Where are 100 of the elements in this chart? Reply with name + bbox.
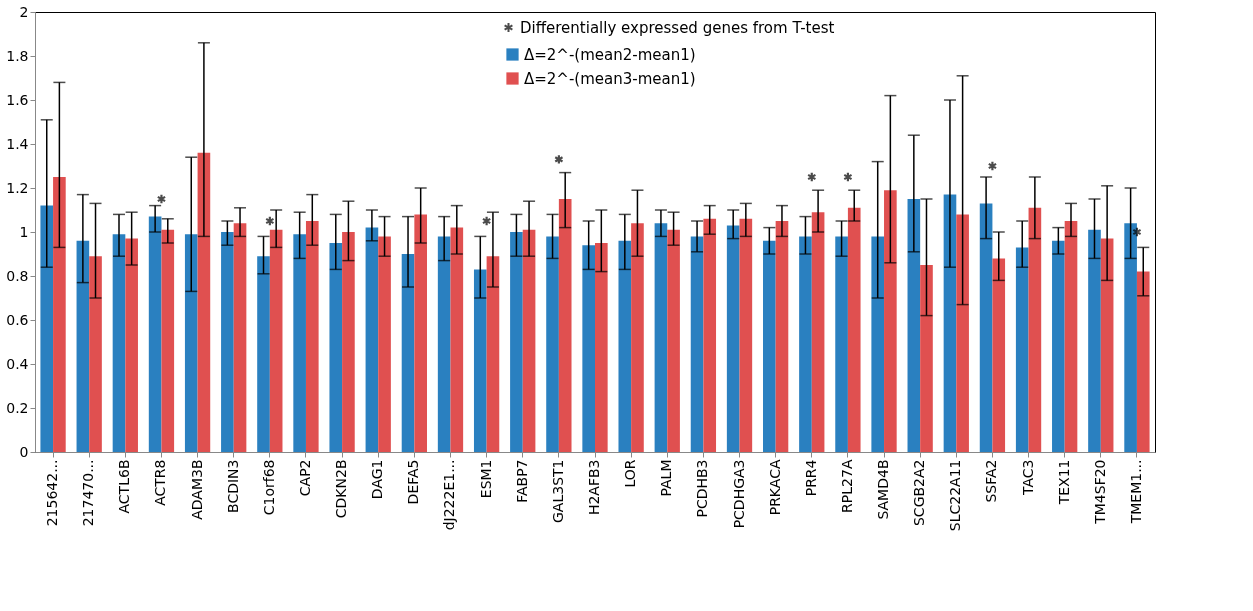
bar	[437, 236, 451, 452]
y-tick-label: 0.6	[6, 311, 29, 328]
x-tick-label: ESM1	[477, 459, 494, 499]
y-tick-label: 1.4	[6, 135, 29, 152]
bar	[342, 232, 355, 452]
bar	[979, 203, 993, 452]
x-tick-label: ACTL6B	[116, 459, 133, 514]
bar	[257, 256, 270, 452]
bar	[847, 207, 861, 452]
bar	[53, 177, 66, 452]
x-tick-label: ACTR8	[152, 459, 169, 506]
bar	[197, 152, 211, 452]
bar	[956, 214, 969, 452]
bar	[233, 223, 247, 452]
bar	[89, 256, 102, 452]
x-tick-label: 215642...	[44, 459, 61, 527]
x-tick-label: DAG1	[369, 459, 386, 500]
bar	[486, 256, 500, 452]
bar	[799, 236, 812, 452]
bar	[667, 229, 680, 452]
bar	[161, 229, 175, 452]
x-tick-label: CDKN2B	[333, 459, 350, 519]
bar	[293, 234, 306, 452]
bar	[1052, 240, 1065, 452]
bar	[40, 205, 54, 452]
bar	[365, 227, 379, 452]
bar	[1100, 238, 1114, 452]
bar	[1124, 223, 1137, 452]
bar	[269, 229, 283, 452]
bar	[907, 199, 921, 452]
bar	[726, 225, 740, 452]
bar	[148, 216, 162, 452]
bar	[546, 236, 559, 452]
x-tick-label: DEFA5	[405, 459, 422, 505]
bar	[618, 240, 632, 452]
bar	[305, 221, 319, 452]
bar	[884, 190, 897, 452]
bar	[775, 221, 789, 452]
bar	[943, 194, 957, 452]
bar	[329, 243, 343, 452]
bar	[1028, 207, 1042, 452]
bar	[835, 236, 848, 452]
bar	[473, 269, 487, 452]
x-tick-label: BCDIN3	[224, 459, 241, 513]
bar	[1136, 271, 1150, 452]
x-tick-label: SAMD4B	[875, 459, 892, 520]
bar	[631, 223, 644, 452]
bar	[763, 240, 776, 452]
x-tick-label: ADAM3B	[188, 459, 205, 520]
bar	[654, 223, 668, 452]
bar	[378, 236, 391, 452]
x-tick-label: PALM	[658, 459, 675, 497]
y-tick-label: 0.4	[6, 355, 29, 372]
x-tick-label: H2AFB3	[586, 459, 602, 516]
x-tick-label: TM4SF20	[1091, 459, 1108, 525]
y-tick-label: 0	[19, 443, 29, 460]
bar	[992, 258, 1006, 452]
x-tick-label: C1orf68	[260, 459, 277, 516]
bar	[450, 227, 464, 452]
y-tick-label: 1.8	[6, 47, 29, 64]
bar	[401, 254, 415, 452]
x-tick-label: CAP2	[296, 459, 313, 497]
bar	[112, 234, 126, 452]
legend-label: Differentially expressed genes from T-test	[520, 18, 835, 37]
x-tick-label: SLC22A11	[947, 459, 964, 532]
x-tick-label: PRR4	[802, 459, 819, 497]
bar	[1064, 221, 1078, 452]
y-tick-label: 1.2	[6, 179, 29, 196]
bar	[522, 229, 536, 452]
x-tick-label: GAL3ST1	[549, 459, 566, 523]
x-tick-label: TAC3	[1019, 459, 1036, 496]
bar	[690, 236, 704, 452]
x-tick-label: PCDHGA3	[730, 459, 747, 529]
y-tick-label: 1	[19, 223, 29, 240]
x-tick-label: SSFA2	[983, 459, 1000, 503]
legend-label: Δ=2^-(mean2-mean1)	[524, 45, 696, 64]
bar	[595, 243, 608, 452]
x-tick-label: LOR	[622, 459, 639, 488]
bar	[1015, 247, 1029, 452]
bar	[811, 212, 825, 452]
bar	[1088, 229, 1101, 452]
legend-label: Δ=2^-(mean3-mean1)	[524, 69, 696, 88]
bar	[739, 218, 753, 452]
bar	[76, 240, 90, 452]
x-tick-label: SCGB2A2	[911, 459, 928, 527]
x-tick-label: FABP7	[513, 459, 530, 503]
y-tick-label: 2	[19, 3, 29, 20]
bar	[920, 265, 933, 452]
bar	[125, 238, 138, 452]
x-tick-label: PRKACA	[766, 459, 783, 516]
bar	[582, 245, 595, 452]
x-tick-label: 217470...	[80, 459, 97, 527]
y-tick-label: 0.8	[6, 267, 29, 284]
x-tick-label: RPL27A	[838, 459, 855, 513]
x-tick-label: dJ222E1...	[441, 459, 458, 531]
y-tick-label: 1.6	[6, 91, 29, 108]
bar	[558, 199, 572, 452]
x-tick-label: PCDHB3	[694, 459, 711, 518]
bar	[871, 236, 885, 452]
bar	[703, 218, 717, 452]
